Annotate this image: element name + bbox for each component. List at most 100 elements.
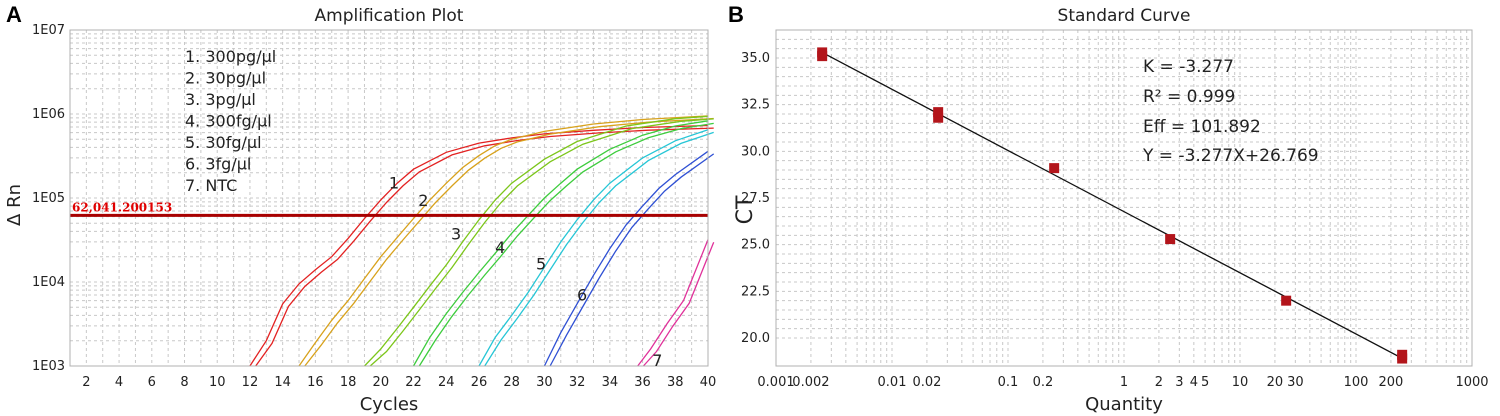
legend-entry: 4. 300fg/μl — [185, 112, 272, 131]
amplification-x-tick-label: 20 — [373, 375, 390, 390]
amplification-x-tick-label: 28 — [503, 375, 520, 390]
standard-curve-title: Standard Curve — [1058, 6, 1191, 26]
amplification-x-tick-label: 34 — [602, 375, 619, 390]
amplification-x-tick-label: 6 — [148, 375, 156, 390]
standard-curve-y-tick-label: 32.5 — [741, 98, 770, 113]
standard-curve-x-tick-label: 0.01 — [878, 375, 907, 390]
amplification-curve-6 — [543, 150, 709, 367]
standard-curve-point — [1165, 234, 1176, 245]
standard-curve-x-tick-label: 0.001 — [757, 375, 794, 390]
legend-entry: 2. 30pg/μl — [185, 69, 266, 88]
standard-curve-x-tick-label: 2 — [1155, 375, 1163, 390]
amplification-curve-3 — [364, 115, 709, 367]
curve-number-label: 6 — [577, 286, 587, 305]
legend-entry: 3. 3pg/μl — [185, 90, 256, 109]
amplification-tick-labels: 2 4 6 8 10 12 14 16 18 20 22 24 26 28 30 32 34 36 38 401E03… — [32, 23, 716, 390]
amplification-plot-frame — [69, 29, 709, 367]
amplification-x-axis-label: Cycles — [360, 394, 419, 415]
standard-curve-frame — [775, 29, 1473, 367]
amplification-curve-1 — [255, 127, 714, 367]
standard-curve-x-tick-label: 0.02 — [912, 375, 941, 390]
amplification-y-tick-label: 1E07 — [32, 23, 65, 38]
amplification-x-tick-label: 10 — [209, 375, 226, 390]
standard-curve-x-tick-label: 4 — [1190, 375, 1198, 390]
r-squared-stat: R² = 0.999 — [1143, 87, 1235, 107]
legend-entry: 7. NTC — [185, 176, 237, 195]
amplification-x-tick-label: 4 — [115, 375, 123, 390]
standard-curve-x-axis-label: Quantity — [1085, 394, 1163, 415]
amplification-x-tick-label: 18 — [340, 375, 357, 390]
amplification-x-tick-label: 38 — [667, 375, 684, 390]
panel-a-letter: A — [6, 2, 22, 27]
standard-curve-y-axis-label: CT — [733, 195, 758, 224]
standard-curve-y-tick-label: 25.0 — [741, 238, 770, 253]
amplification-curve-6 — [549, 153, 715, 367]
legend-entry: 1. 300pg/μl — [185, 47, 276, 66]
standard-curve-x-tick-label: 20 — [1267, 375, 1284, 390]
standard-curve-x-tick-label: 1 — [1120, 375, 1128, 390]
curve-number-label: 7 — [652, 351, 662, 370]
standard-curve-points — [817, 47, 1408, 364]
amplification-x-tick-label: 8 — [180, 375, 188, 390]
amplification-curve-2 — [298, 115, 709, 367]
amplification-x-tick-label: 26 — [471, 375, 488, 390]
standard-curve-point — [933, 107, 944, 118]
amplification-curve-5 — [484, 131, 714, 367]
amplification-legend: 1. 300pg/μl 2. 30pg/μl 3. 3pg/μl 4. 300fg/μ… — [185, 47, 276, 195]
standard-curve-y-tick-label: 30.0 — [741, 144, 770, 159]
panel-b-letter: B — [728, 2, 744, 27]
amplification-y-tick-label: 1E03 — [32, 359, 65, 374]
standard-curve-point — [1049, 163, 1060, 174]
amplification-x-tick-label: 32 — [569, 375, 586, 390]
standard-curve-point — [1397, 349, 1408, 360]
amplification-x-tick-label: 14 — [274, 375, 291, 390]
standard-curve-x-tick-label: 0.002 — [792, 375, 829, 390]
standard-curve-gridlines — [776, 30, 1472, 366]
standard-curve-y-tick-label: 27.5 — [741, 191, 770, 206]
standard-curve-x-tick-label: 5 — [1201, 375, 1209, 390]
standard-curve-x-tick-label: 100 — [1344, 375, 1369, 390]
amplification-curve-labels: 12 3 4 5 6 7 — [389, 173, 663, 370]
amplification-x-tick-label: 12 — [242, 375, 259, 390]
amplification-x-tick-label: 36 — [634, 375, 651, 390]
amplification-y-tick-label: 1E04 — [32, 275, 65, 290]
standard-curve-fit-line — [821, 51, 1403, 359]
amplification-x-tick-label: 16 — [307, 375, 324, 390]
amplification-plot-panel: A Amplification Plot Cycles Δ Rn 2 4 6 8 10 1… — [4, 2, 716, 415]
amplification-curve-2 — [304, 117, 714, 367]
amplification-curve-5 — [478, 129, 709, 367]
legend-entry: 6. 3fg/μl — [185, 155, 251, 174]
curve-number-label: 3 — [451, 225, 461, 244]
curve-number-label: 4 — [495, 238, 505, 257]
slope-stat: K = -3.277 — [1143, 57, 1234, 77]
standard-curve-x-tick-label: 1000 — [1455, 375, 1488, 390]
legend-entry: 5. 30fg/μl — [185, 133, 262, 152]
curve-number-label: 2 — [418, 191, 428, 210]
amplification-curves: 62,041.200153 — [70, 115, 715, 367]
curve-number-label: 1 — [389, 173, 399, 192]
curve-number-label: 5 — [536, 255, 546, 274]
standard-curve-point — [933, 112, 944, 123]
standard-curve-x-tick-label: 0.1 — [998, 375, 1019, 390]
amplification-y-tick-label: 1E06 — [32, 107, 65, 122]
standard-curve-y-tick-label: 35.0 — [741, 51, 770, 66]
regression-equation: Y = -3.277X+26.769 — [1142, 146, 1319, 166]
standard-curve-y-tick-label: 22.5 — [741, 284, 770, 299]
amplification-curve-7 — [642, 241, 715, 367]
standard-curve-x-tick-label: 0.2 — [1033, 375, 1054, 390]
amplification-x-tick-label: 40 — [700, 375, 717, 390]
standard-curve-point — [1281, 295, 1292, 306]
amplification-x-tick-label: 30 — [536, 375, 553, 390]
amplification-curve-4 — [418, 122, 714, 367]
standard-curve-point — [817, 47, 828, 58]
amplification-curve-1 — [249, 124, 709, 367]
standard-curve-x-tick-label: 30 — [1287, 375, 1304, 390]
amplification-curve-3 — [369, 118, 714, 367]
threshold-value-label: 62,041.200153 — [72, 200, 172, 214]
amplification-x-tick-label: 2 — [82, 375, 90, 390]
standard-curve-x-tick-label: 200 — [1379, 375, 1404, 390]
amplification-gridlines — [69, 30, 709, 367]
